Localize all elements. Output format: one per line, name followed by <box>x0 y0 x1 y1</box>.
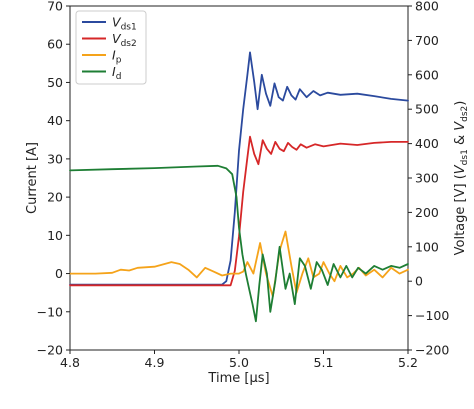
y-axis-right-v2: V <box>453 121 468 131</box>
y-left-tick-label: 40 <box>47 113 63 128</box>
series-layer <box>69 51 409 323</box>
y-right-tick-label: 800 <box>415 0 439 14</box>
series-line-id <box>69 164 409 323</box>
y-right-tick-label: 500 <box>415 102 439 117</box>
legend-label-ip: Ip <box>112 48 122 66</box>
y-left-tick-label: −10 <box>37 304 63 319</box>
x-tick-label: 4.9 <box>145 355 165 370</box>
x-tick-label: 5.0 <box>229 355 249 370</box>
x-axis: 4.8 4.9 5.0 5.1 5.2 <box>60 350 418 370</box>
y-axis-right-suffix: ) <box>453 101 468 106</box>
y-left-tick-label: 30 <box>47 151 63 166</box>
y-right-tick-label: 0 <box>415 274 423 289</box>
x-tick-label: 5.1 <box>314 355 334 370</box>
y-left-tick-label: 60 <box>47 37 63 52</box>
x-tick-label: 4.8 <box>60 355 80 370</box>
x-tick-label: 5.2 <box>398 355 418 370</box>
y-right-tick-label: 300 <box>415 171 439 186</box>
y-left-tick-label: −20 <box>37 343 63 358</box>
legend-label-id: Id <box>112 64 121 82</box>
legend-label-vds1: Vds1 <box>112 15 137 33</box>
y-left-tick-label: 0 <box>55 266 63 281</box>
y-axis-left: −20 −10 0 10 20 30 40 50 60 70 <box>37 0 70 358</box>
y-right-tick-label: 100 <box>415 239 439 254</box>
y-right-tick-label: 400 <box>415 136 439 151</box>
series-line-vds1 <box>69 51 409 286</box>
y-axis-right-amp: & <box>453 131 468 149</box>
legend-label-vds2: Vds2 <box>112 31 137 49</box>
y-left-tick-label: 50 <box>47 75 63 90</box>
y-left-tick-label: 10 <box>47 228 63 243</box>
y-axis-right-title: Voltage [V] (Vds1 & Vds2) <box>453 101 470 256</box>
y-right-tick-label: 600 <box>415 67 439 82</box>
y-axis-right-prefix: Voltage [V] ( <box>453 174 468 255</box>
y-axis-right-v2-sub: ds2 <box>460 106 470 122</box>
y-axis-right: −200 −100 0 100 200 300 400 500 600 700 800 <box>408 0 449 358</box>
y-left-tick-label: 70 <box>47 0 63 14</box>
y-axis-right-v1-sub: ds1 <box>460 149 470 165</box>
x-axis-title: Time [µs] <box>207 371 269 386</box>
y-right-tick-label: −200 <box>415 343 449 358</box>
y-right-tick-label: 200 <box>415 205 439 220</box>
legend-box <box>75 10 147 85</box>
y-axis-left-title: Current [A] <box>25 142 40 214</box>
y-right-tick-label: −100 <box>415 308 449 323</box>
y-left-tick-label: 20 <box>47 190 63 205</box>
y-right-tick-label: 700 <box>415 33 439 48</box>
y-axis-right-v1: V <box>453 164 468 174</box>
series-line-vds2 <box>69 135 409 287</box>
